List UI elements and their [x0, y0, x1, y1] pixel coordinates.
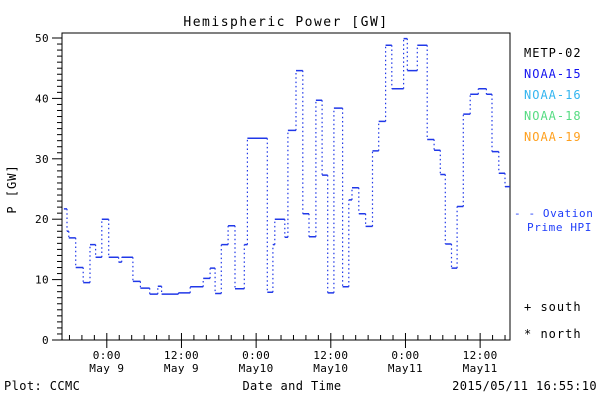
legend-item-noaa-16: NOAA-16	[524, 88, 582, 102]
data-series-hpi	[63, 37, 510, 295]
y-axis-label: P [GW]	[5, 164, 19, 213]
x-tick-date-label: May 9	[89, 362, 124, 375]
legend-satellites: METP-02 NOAA-15 NOAA-16 NOAA-18 NOAA-19	[524, 46, 582, 144]
plot-border	[61, 32, 511, 341]
y-tick-label: 40	[35, 92, 49, 105]
x-axis-label: Date and Time	[242, 379, 341, 393]
y-tick-label: 50	[35, 32, 49, 45]
x-tick-date-label: May10	[313, 362, 348, 375]
x-tick-date-label: May11	[463, 362, 498, 375]
x-tick-date-label: May10	[239, 362, 274, 375]
legend-model-line: Prime HPI	[527, 221, 592, 234]
hpi-step-horizontal-segments	[63, 37, 510, 295]
legend-model-line: - - Ovation	[514, 207, 593, 220]
x-tick-time-label: 0:00	[93, 349, 121, 362]
legend-item-metp-02: METP-02	[524, 46, 582, 60]
legend-hemisphere-markers: + south * north	[524, 300, 582, 341]
chart-title: Hemispheric Power [GW]	[183, 15, 388, 30]
y-tick-label: 30	[35, 153, 49, 166]
plot-frame	[61, 32, 511, 341]
y-tick-label: 0	[42, 334, 49, 347]
x-tick-date-label: May11	[388, 362, 423, 375]
x-tick-date-label: May 9	[164, 362, 199, 375]
x-tick-time-label: 12:00	[164, 349, 199, 362]
x-tick-time-label: 0:00	[391, 349, 419, 362]
legend-item-noaa-15: NOAA-15	[524, 67, 582, 81]
axis-ticks	[52, 37, 506, 348]
legend-item-noaa-18: NOAA-18	[524, 109, 582, 123]
x-tick-time-label: 12:00	[463, 349, 498, 362]
legend-north-marker: * north	[524, 327, 582, 341]
legend-south-marker: + south	[524, 300, 582, 314]
legend-item-noaa-19: NOAA-19	[524, 130, 582, 144]
x-tick-time-label: 0:00	[242, 349, 270, 362]
y-tick-label: 10	[35, 274, 49, 287]
plot-timestamp: 2015/05/11 16:55:10	[452, 379, 597, 393]
y-tick-label: 20	[35, 213, 49, 226]
x-tick-time-label: 12:00	[313, 349, 348, 362]
hpi-step-vertical-connectors	[66, 38, 506, 295]
plot-source-label: Plot: CCMC	[4, 379, 80, 393]
